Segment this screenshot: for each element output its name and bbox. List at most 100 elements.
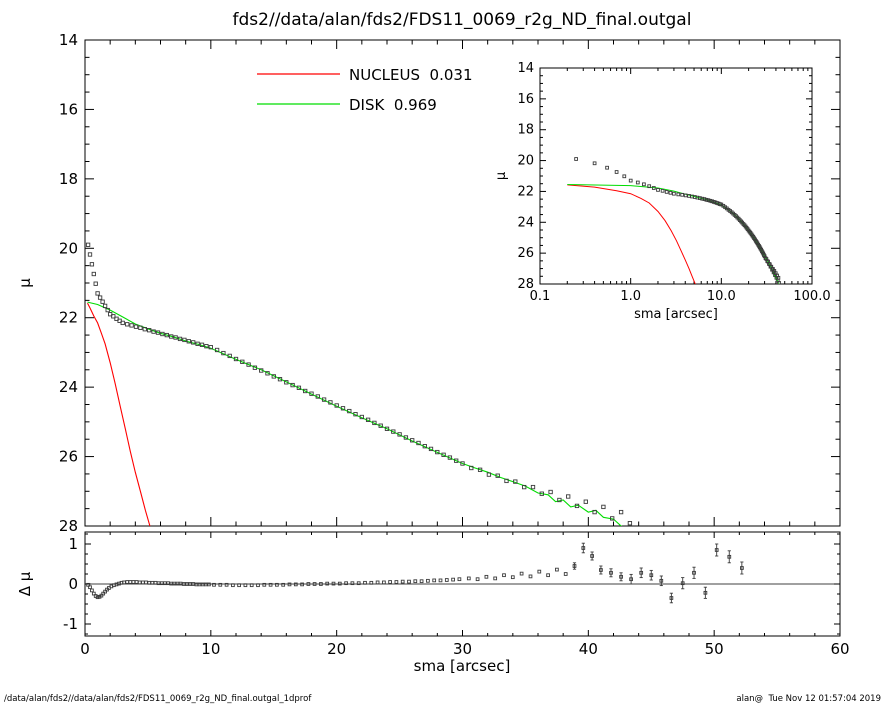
data-point — [153, 580, 158, 585]
data-point — [151, 329, 156, 334]
data-point — [601, 504, 606, 510]
data-point — [664, 190, 669, 194]
footer-file-path: /data/alan/fds2//data/alan/fds2/FDS11_00… — [4, 694, 312, 704]
data-point — [413, 579, 418, 584]
data-point — [454, 458, 459, 463]
data-point — [321, 397, 327, 402]
data-point — [566, 494, 571, 499]
data-point — [169, 334, 174, 339]
x-tick-label: 0.1 — [530, 289, 551, 304]
data-point — [207, 582, 211, 587]
data-point — [469, 465, 474, 471]
data-point — [714, 548, 719, 552]
data-point — [155, 330, 161, 335]
y-tick-label: 28 — [517, 277, 534, 292]
data-point — [384, 426, 390, 431]
data-point — [432, 578, 437, 583]
data-point — [331, 581, 336, 586]
data-point — [539, 491, 544, 496]
y-tick-label: 22 — [517, 184, 534, 199]
data-point — [203, 582, 208, 587]
data-point — [642, 182, 646, 187]
data-point — [97, 295, 103, 300]
data-point — [262, 582, 267, 587]
data-point — [574, 157, 578, 161]
y-tick-label: 20 — [517, 154, 534, 169]
x-tick-label: 30 — [453, 640, 472, 658]
data-point — [195, 341, 200, 346]
data-point — [609, 570, 613, 575]
data-point — [138, 325, 143, 330]
data-point — [133, 324, 139, 329]
data-point — [300, 582, 304, 587]
data-point — [649, 573, 654, 578]
inset-y-axis-label: μ — [494, 172, 509, 180]
data-point — [422, 444, 427, 449]
data-point — [259, 368, 264, 373]
data-point — [199, 342, 205, 347]
data-point — [277, 377, 283, 382]
data-point — [120, 320, 125, 326]
data-point — [400, 579, 405, 584]
data-point — [296, 385, 302, 390]
data-point — [426, 578, 430, 583]
data-point — [252, 365, 258, 370]
data-point — [592, 161, 597, 166]
data-point — [510, 575, 515, 580]
data-point — [95, 291, 100, 296]
data-point — [350, 581, 355, 586]
data-point — [727, 554, 732, 559]
data-point — [513, 479, 518, 484]
data-point — [156, 581, 161, 586]
data-point — [237, 583, 241, 588]
data-point — [89, 262, 95, 267]
data-point — [312, 582, 317, 586]
data-point — [672, 191, 676, 196]
data-point — [639, 570, 644, 575]
data-point — [159, 581, 164, 586]
data-point — [416, 440, 421, 446]
y-tick-label: 16 — [59, 100, 78, 118]
data-point — [563, 572, 568, 576]
data-point — [365, 417, 371, 422]
data-point — [410, 438, 415, 443]
data-point — [141, 580, 145, 585]
data-point — [131, 580, 136, 584]
data-point — [268, 582, 273, 587]
data-point — [502, 573, 506, 578]
data-point — [125, 580, 130, 584]
data-point — [150, 580, 155, 585]
data-point — [204, 344, 209, 349]
data-point — [375, 580, 380, 585]
data-point — [407, 579, 411, 584]
y-tick-label: 26 — [59, 448, 78, 466]
x-tick-label: 10 — [201, 640, 220, 658]
data-point — [177, 336, 183, 342]
data-point — [91, 591, 96, 596]
data-point — [240, 359, 245, 364]
data-point — [590, 554, 594, 558]
data-point — [680, 581, 685, 586]
data-point — [91, 271, 96, 277]
data-point — [378, 423, 383, 428]
data-point — [95, 595, 100, 600]
data-point — [419, 579, 424, 584]
data-point — [224, 582, 229, 587]
legend-disk-label: DISK 0.969 — [349, 96, 437, 114]
data-point — [275, 582, 279, 587]
residual-series — [85, 542, 840, 604]
data-point — [340, 406, 346, 411]
data-point — [101, 591, 106, 596]
data-point — [325, 581, 330, 586]
x-tick-label: 100.0 — [793, 289, 830, 304]
data-point — [86, 582, 90, 587]
data-point — [284, 380, 289, 385]
ins-axes — [539, 67, 813, 285]
main-tick-labels: 14 16 18 20 22 24 26 28 — [59, 31, 78, 535]
data-point — [182, 337, 187, 343]
data-point — [218, 582, 223, 587]
y-tick-label: 26 — [517, 246, 534, 261]
data-point — [197, 582, 202, 587]
x-tick-label: 60 — [830, 640, 849, 658]
data-point — [777, 280, 781, 284]
